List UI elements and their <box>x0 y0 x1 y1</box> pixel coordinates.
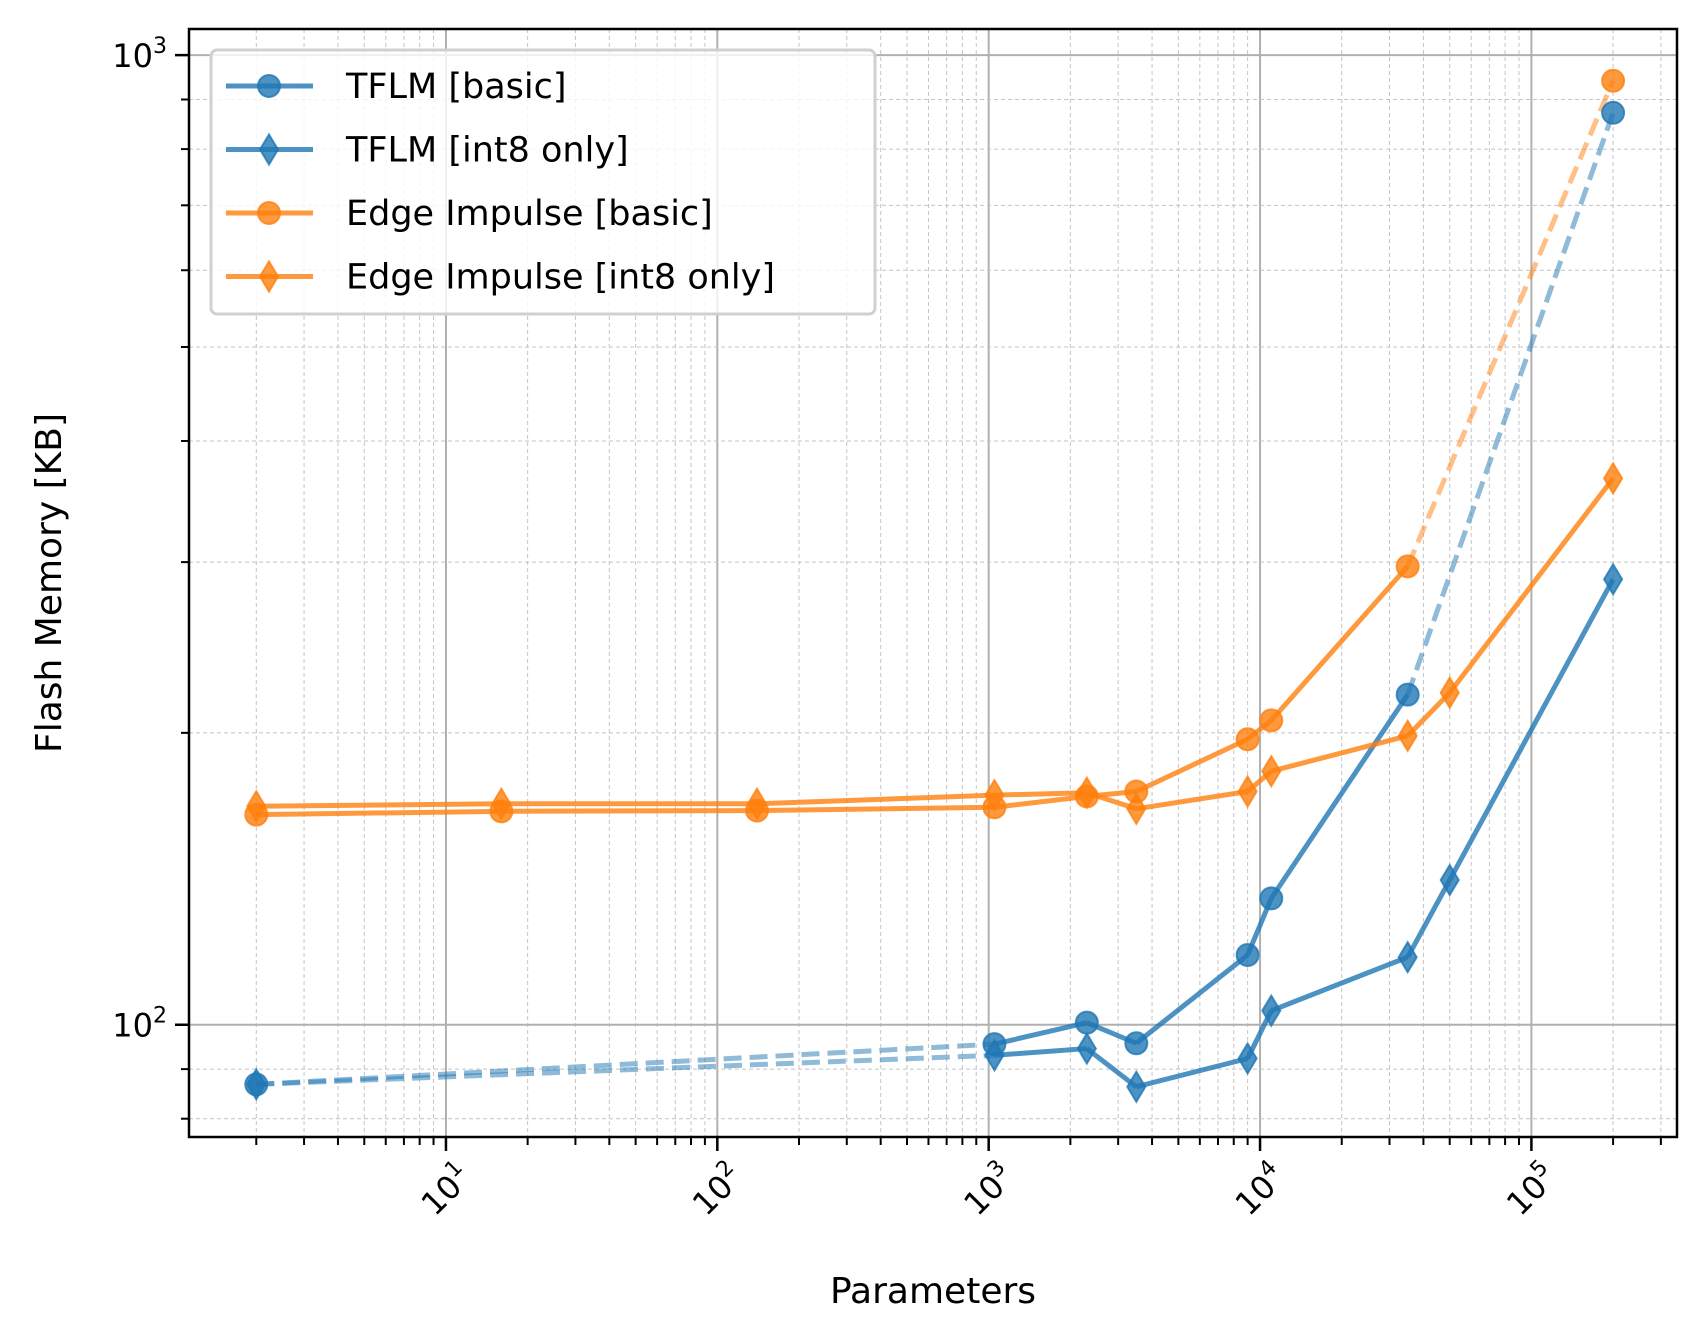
tflm-basic-point <box>1259 886 1284 911</box>
tflm-basic-point <box>1124 1031 1149 1056</box>
x-tick-label: 102 <box>683 1155 751 1223</box>
edge-impulse-int8-only-point <box>1126 791 1147 826</box>
edge-impulse-basic-point <box>1235 727 1260 752</box>
edge-impulse-basic-segment <box>1135 736 1249 794</box>
edge-impulse-int8-only-segment <box>1270 733 1409 774</box>
tflm-basic-segment <box>993 1020 1088 1047</box>
legend-label: Edge Impulse [basic] <box>346 194 713 234</box>
legend-label: TFLM [int8 only] <box>345 131 629 171</box>
tflm-int8-only-segment <box>1447 578 1616 882</box>
edge-impulse-int8-only-point <box>1261 754 1282 789</box>
legend-circle-marker-icon <box>257 201 281 225</box>
y-tick-label: 102 <box>112 1004 167 1045</box>
tflm-int8-only-point <box>1439 863 1460 898</box>
tflm-int8-only-point <box>1126 1069 1147 1104</box>
edge-impulse-basic-segment <box>256 808 502 818</box>
edge-impulse-basic-segment <box>756 804 995 814</box>
series-lines <box>256 79 1616 1090</box>
edge-impulse-int8-only-segment <box>994 790 1087 798</box>
y-tick-label-base: 10 <box>112 37 153 75</box>
legend-label: TFLM [basic] <box>345 67 567 107</box>
edge-impulse-basic-point <box>1259 708 1284 733</box>
y-axis-label: Flash Memory [KB] <box>29 413 70 753</box>
edge-impulse-int8-only-point <box>1397 718 1418 753</box>
edge-impulse-int8-only-segment <box>756 792 995 807</box>
edge-impulse-int8-only-segment <box>1135 789 1249 812</box>
tflm-basic-segment <box>1134 953 1250 1046</box>
axes-frame <box>187 27 1679 1139</box>
y-tick-label-exponent: 2 <box>153 1004 167 1029</box>
edge-impulse-int8-only-point <box>746 786 768 821</box>
x-tick-label: 101 <box>411 1155 479 1223</box>
tflm-int8-only-point <box>984 1038 1005 1073</box>
edge-impulse-basic-segment <box>1269 564 1410 723</box>
tflm-int8-only-point <box>1602 562 1624 597</box>
legend-circle-marker-icon <box>257 74 281 98</box>
x-tick-label: 104 <box>1226 1155 1294 1223</box>
legend: TFLM [basic] TFLM [int8 only] Edge Impulse… <box>209 48 877 316</box>
edge-impulse-basic-segment <box>1405 79 1616 568</box>
y-tick-label-exponent: 3 <box>153 34 167 59</box>
edge-impulse-basic-point <box>1601 68 1626 93</box>
tflm-basic-point <box>1235 943 1260 968</box>
tflm-int8-only-segment <box>1405 878 1452 959</box>
legend-diamond-marker-icon <box>258 259 280 294</box>
x-axis-label: Parameters <box>830 1271 1036 1312</box>
edge-impulse-int8-only-segment <box>256 801 502 809</box>
tflm-basic-segment <box>1269 693 1410 900</box>
legend-label: Edge Impulse [int8 only] <box>346 258 775 298</box>
y-tick-label-base: 10 <box>112 1007 153 1045</box>
edge-impulse-int8-only-point <box>1237 774 1258 809</box>
tflm-int8-only-point <box>1076 1031 1098 1066</box>
edge-impulse-int8-only-point <box>984 778 1005 813</box>
edge-impulse-int8-only-point <box>491 786 512 821</box>
edge-impulse-int8-only-point <box>1602 461 1624 496</box>
legend-box <box>209 48 877 316</box>
edge-impulse-int8-only-point <box>1439 675 1460 710</box>
tflm-int8-only-segment <box>1135 1056 1249 1090</box>
tflm-basic-point <box>1601 100 1626 125</box>
tflm-int8-only-segment <box>1085 1046 1138 1089</box>
tflm-int8-only-segment <box>256 1052 995 1087</box>
tflm-int8-only-point <box>1237 1041 1258 1076</box>
edge-impulse-int8-only-segment <box>1447 476 1616 695</box>
series-markers <box>244 68 1626 1104</box>
tflm-basic-point <box>1395 682 1420 707</box>
edge-impulse-int8-only-segment <box>1405 690 1452 738</box>
tflm-int8-only-point <box>1397 940 1418 975</box>
y-tick-label: 103 <box>112 34 167 75</box>
edge-impulse-basic-point <box>1395 554 1420 579</box>
edge-impulse-basic-segment <box>501 808 757 814</box>
tflm-int8-only-point <box>246 1067 267 1102</box>
tflm-basic-segment <box>1405 111 1616 696</box>
legend-diamond-marker-icon <box>258 132 280 167</box>
edge-impulse-int8-only-point <box>1076 775 1098 810</box>
edge-impulse-basic-segment <box>994 793 1088 810</box>
x-tick-label: 103 <box>954 1155 1022 1223</box>
x-tick-label: 105 <box>1497 1155 1565 1223</box>
edge-impulse-int8-only-point <box>246 789 267 824</box>
tflm-basic-segment <box>256 1041 995 1087</box>
tflm-int8-only-segment <box>994 1046 1088 1058</box>
tflm-int8-only-segment <box>1270 954 1409 1013</box>
tflm-int8-only-point <box>1261 993 1282 1028</box>
tflm-basic-point <box>1074 1010 1099 1035</box>
